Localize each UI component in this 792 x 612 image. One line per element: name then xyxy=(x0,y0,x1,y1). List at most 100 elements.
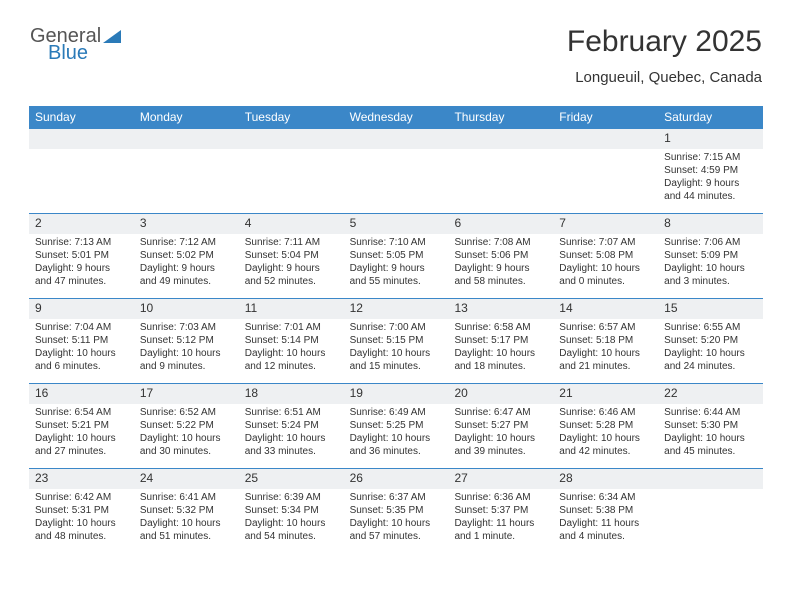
day-cell: 3Sunrise: 7:12 AMSunset: 5:02 PMDaylight… xyxy=(134,214,239,298)
day-number xyxy=(239,129,344,149)
sunset-text: Sunset: 5:22 PM xyxy=(140,419,233,432)
sunrise-text: Sunrise: 6:34 AM xyxy=(559,491,652,504)
daylight-text1: Daylight: 11 hours xyxy=(559,517,652,530)
sunset-text: Sunset: 4:59 PM xyxy=(664,164,757,177)
sunrise-text: Sunrise: 7:10 AM xyxy=(350,236,443,249)
day-cell: 15Sunrise: 6:55 AMSunset: 5:20 PMDayligh… xyxy=(658,299,763,383)
day-info: Sunrise: 7:12 AMSunset: 5:02 PMDaylight:… xyxy=(134,236,239,292)
daylight-text1: Daylight: 10 hours xyxy=(559,432,652,445)
day-number: 7 xyxy=(553,214,658,234)
week-row: 9Sunrise: 7:04 AMSunset: 5:11 PMDaylight… xyxy=(29,298,763,383)
sunset-text: Sunset: 5:28 PM xyxy=(559,419,652,432)
day-cell: 17Sunrise: 6:52 AMSunset: 5:22 PMDayligh… xyxy=(134,384,239,468)
day-info: Sunrise: 7:13 AMSunset: 5:01 PMDaylight:… xyxy=(29,236,134,292)
daylight-text1: Daylight: 9 hours xyxy=(454,262,547,275)
week-row: 1Sunrise: 7:15 AMSunset: 4:59 PMDaylight… xyxy=(29,128,763,213)
daylight-text2: and 52 minutes. xyxy=(245,275,338,288)
day-cell xyxy=(553,129,658,213)
day-header-sun: Sunday xyxy=(29,106,134,128)
day-cell: 27Sunrise: 6:36 AMSunset: 5:37 PMDayligh… xyxy=(448,469,553,553)
sunset-text: Sunset: 5:05 PM xyxy=(350,249,443,262)
week-row: 23Sunrise: 6:42 AMSunset: 5:31 PMDayligh… xyxy=(29,468,763,553)
day-info: Sunrise: 6:49 AMSunset: 5:25 PMDaylight:… xyxy=(344,406,449,462)
daylight-text1: Daylight: 10 hours xyxy=(559,262,652,275)
day-info: Sunrise: 6:54 AMSunset: 5:21 PMDaylight:… xyxy=(29,406,134,462)
day-number xyxy=(134,129,239,149)
day-cell: 18Sunrise: 6:51 AMSunset: 5:24 PMDayligh… xyxy=(239,384,344,468)
sunrise-text: Sunrise: 7:13 AM xyxy=(35,236,128,249)
day-info: Sunrise: 6:39 AMSunset: 5:34 PMDaylight:… xyxy=(239,491,344,547)
day-cell: 21Sunrise: 6:46 AMSunset: 5:28 PMDayligh… xyxy=(553,384,658,468)
day-cell: 23Sunrise: 6:42 AMSunset: 5:31 PMDayligh… xyxy=(29,469,134,553)
day-cell: 11Sunrise: 7:01 AMSunset: 5:14 PMDayligh… xyxy=(239,299,344,383)
day-cell xyxy=(344,129,449,213)
sunrise-text: Sunrise: 6:36 AM xyxy=(454,491,547,504)
sunset-text: Sunset: 5:25 PM xyxy=(350,419,443,432)
day-number xyxy=(344,129,449,149)
sunrise-text: Sunrise: 6:58 AM xyxy=(454,321,547,334)
day-info: Sunrise: 7:08 AMSunset: 5:06 PMDaylight:… xyxy=(448,236,553,292)
daylight-text1: Daylight: 9 hours xyxy=(350,262,443,275)
day-number: 4 xyxy=(239,214,344,234)
day-cell: 19Sunrise: 6:49 AMSunset: 5:25 PMDayligh… xyxy=(344,384,449,468)
day-cell xyxy=(29,129,134,213)
day-header-mon: Monday xyxy=(134,106,239,128)
daylight-text1: Daylight: 10 hours xyxy=(664,262,757,275)
day-number: 6 xyxy=(448,214,553,234)
sunrise-text: Sunrise: 6:55 AM xyxy=(664,321,757,334)
day-number: 16 xyxy=(29,384,134,404)
sunrise-text: Sunrise: 6:37 AM xyxy=(350,491,443,504)
sunset-text: Sunset: 5:17 PM xyxy=(454,334,547,347)
day-info: Sunrise: 7:04 AMSunset: 5:11 PMDaylight:… xyxy=(29,321,134,377)
daylight-text1: Daylight: 11 hours xyxy=(454,517,547,530)
sunset-text: Sunset: 5:32 PM xyxy=(140,504,233,517)
day-info: Sunrise: 6:46 AMSunset: 5:28 PMDaylight:… xyxy=(553,406,658,462)
day-cell: 9Sunrise: 7:04 AMSunset: 5:11 PMDaylight… xyxy=(29,299,134,383)
daylight-text1: Daylight: 10 hours xyxy=(664,347,757,360)
day-header-wed: Wednesday xyxy=(344,106,449,128)
sunrise-text: Sunrise: 7:01 AM xyxy=(245,321,338,334)
daylight-text1: Daylight: 10 hours xyxy=(559,347,652,360)
day-cell xyxy=(448,129,553,213)
day-number: 14 xyxy=(553,299,658,319)
day-number xyxy=(658,469,763,489)
day-number xyxy=(448,129,553,149)
daylight-text1: Daylight: 9 hours xyxy=(140,262,233,275)
day-info: Sunrise: 7:06 AMSunset: 5:09 PMDaylight:… xyxy=(658,236,763,292)
daylight-text2: and 58 minutes. xyxy=(454,275,547,288)
sunrise-text: Sunrise: 7:08 AM xyxy=(454,236,547,249)
daylight-text2: and 18 minutes. xyxy=(454,360,547,373)
header-right: February 2025 Longueuil, Quebec, Canada xyxy=(567,25,762,86)
daylight-text2: and 57 minutes. xyxy=(350,530,443,543)
daylight-text1: Daylight: 10 hours xyxy=(140,517,233,530)
daylight-text1: Daylight: 10 hours xyxy=(350,432,443,445)
day-info: Sunrise: 6:42 AMSunset: 5:31 PMDaylight:… xyxy=(29,491,134,547)
sunset-text: Sunset: 5:34 PM xyxy=(245,504,338,517)
daylight-text2: and 30 minutes. xyxy=(140,445,233,458)
day-header-sat: Saturday xyxy=(658,106,763,128)
sunset-text: Sunset: 5:08 PM xyxy=(559,249,652,262)
sunrise-text: Sunrise: 7:00 AM xyxy=(350,321,443,334)
day-number: 13 xyxy=(448,299,553,319)
day-number: 20 xyxy=(448,384,553,404)
day-info: Sunrise: 6:52 AMSunset: 5:22 PMDaylight:… xyxy=(134,406,239,462)
day-cell: 8Sunrise: 7:06 AMSunset: 5:09 PMDaylight… xyxy=(658,214,763,298)
day-number: 21 xyxy=(553,384,658,404)
daylight-text1: Daylight: 10 hours xyxy=(245,517,338,530)
day-cell xyxy=(134,129,239,213)
daylight-text1: Daylight: 10 hours xyxy=(35,432,128,445)
day-cell: 13Sunrise: 6:58 AMSunset: 5:17 PMDayligh… xyxy=(448,299,553,383)
sunrise-text: Sunrise: 6:46 AM xyxy=(559,406,652,419)
day-number xyxy=(553,129,658,149)
daylight-text2: and 44 minutes. xyxy=(664,190,757,203)
sunset-text: Sunset: 5:24 PM xyxy=(245,419,338,432)
day-cell: 14Sunrise: 6:57 AMSunset: 5:18 PMDayligh… xyxy=(553,299,658,383)
sunset-text: Sunset: 5:37 PM xyxy=(454,504,547,517)
day-number: 23 xyxy=(29,469,134,489)
sunrise-text: Sunrise: 6:52 AM xyxy=(140,406,233,419)
daylight-text2: and 42 minutes. xyxy=(559,445,652,458)
daylight-text1: Daylight: 10 hours xyxy=(350,517,443,530)
day-number: 1 xyxy=(658,129,763,149)
sunset-text: Sunset: 5:30 PM xyxy=(664,419,757,432)
day-info: Sunrise: 6:44 AMSunset: 5:30 PMDaylight:… xyxy=(658,406,763,462)
